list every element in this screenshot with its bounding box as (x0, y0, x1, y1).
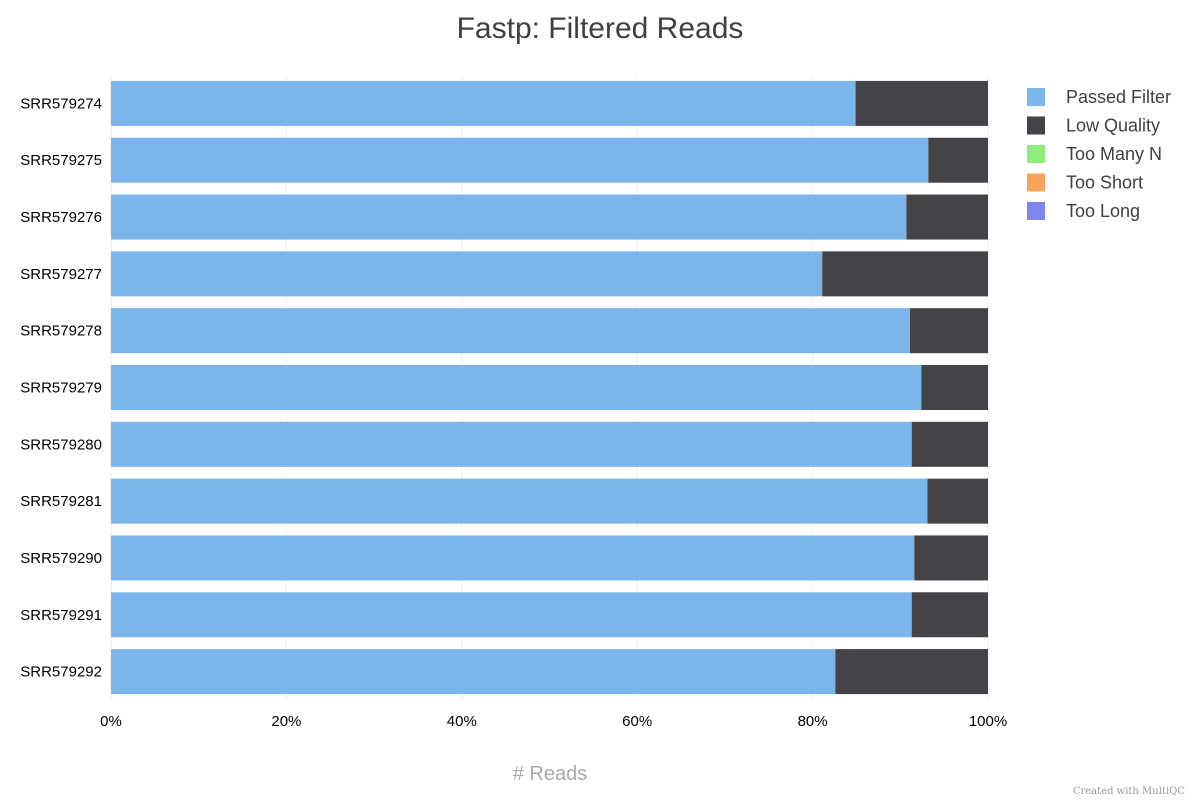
x-tick-label: 100% (969, 713, 1007, 730)
category-label: SRR579274 (20, 95, 102, 112)
bar-passed-filter[interactable] (111, 308, 910, 354)
category-label: SRR579278 (20, 323, 102, 340)
x-tick-label: 80% (798, 713, 828, 730)
category-label: SRR579291 (20, 607, 102, 624)
bar-low-quality[interactable] (921, 365, 988, 410)
bar-low-quality[interactable] (914, 535, 988, 581)
x-tick-label: 20% (271, 713, 301, 730)
bar-low-quality[interactable] (928, 137, 988, 183)
bar-passed-filter[interactable] (111, 478, 928, 524)
bar-low-quality[interactable] (835, 649, 988, 695)
x-tick-label: 60% (622, 713, 652, 730)
bar-passed-filter[interactable] (111, 194, 907, 240)
category-label: SRR579279 (20, 380, 102, 397)
bar-passed-filter[interactable] (111, 535, 915, 581)
legend-label-too-long[interactable]: Too Long (1066, 201, 1140, 221)
legend-label-too-many-n[interactable]: Too Many N (1066, 144, 1162, 164)
x-tick-label: 0% (100, 713, 122, 730)
x-axis-ticks: 0% 20% 40% 60% 80% 100% (100, 713, 1007, 730)
bar-low-quality[interactable] (911, 592, 988, 638)
legend: Passed Filter Low Quality Too Many N Too Sh… (1027, 87, 1171, 221)
chart-title: Fastp: Filtered Reads (457, 12, 744, 45)
bar-passed-filter[interactable] (111, 421, 912, 467)
bars-group (111, 80, 988, 695)
category-label: SRR579277 (20, 266, 102, 283)
bar-low-quality[interactable] (911, 421, 988, 467)
category-label: SRR579280 (20, 436, 102, 453)
bar-low-quality[interactable] (909, 308, 988, 354)
category-label: SRR579281 (20, 493, 102, 510)
bar-passed-filter[interactable] (111, 592, 912, 638)
category-labels: SRR579274 SRR579275 SRR579276 SRR579277 SRR5… (20, 95, 102, 680)
bar-passed-filter[interactable] (111, 649, 836, 695)
x-tick-label: 40% (447, 713, 477, 730)
bar-passed-filter[interactable] (111, 365, 922, 410)
legend-swatch-low-quality[interactable] (1027, 116, 1045, 135)
legend-swatch-too-many-n[interactable] (1027, 145, 1045, 163)
category-label: SRR579290 (20, 550, 102, 567)
legend-label-passed-filter[interactable]: Passed Filter (1066, 87, 1171, 107)
x-axis-title: # Reads (513, 763, 588, 785)
category-label: SRR579275 (20, 152, 102, 169)
bar-passed-filter[interactable] (111, 251, 823, 297)
category-label: SRR579276 (20, 209, 102, 226)
bar-low-quality[interactable] (855, 80, 988, 126)
legend-swatch-passed-filter[interactable] (1027, 88, 1045, 106)
legend-label-low-quality[interactable]: Low Quality (1066, 116, 1160, 136)
bar-passed-filter[interactable] (111, 137, 929, 183)
bar-low-quality[interactable] (822, 251, 988, 297)
bar-passed-filter[interactable] (111, 80, 856, 126)
bar-low-quality[interactable] (906, 194, 988, 240)
bar-low-quality[interactable] (927, 478, 988, 524)
credit-text: Created with MultiQC (1073, 786, 1186, 797)
legend-swatch-too-long[interactable] (1027, 202, 1045, 220)
legend-label-too-short[interactable]: Too Short (1066, 173, 1143, 193)
legend-swatch-too-short[interactable] (1027, 173, 1045, 192)
category-label: SRR579292 (20, 664, 102, 681)
